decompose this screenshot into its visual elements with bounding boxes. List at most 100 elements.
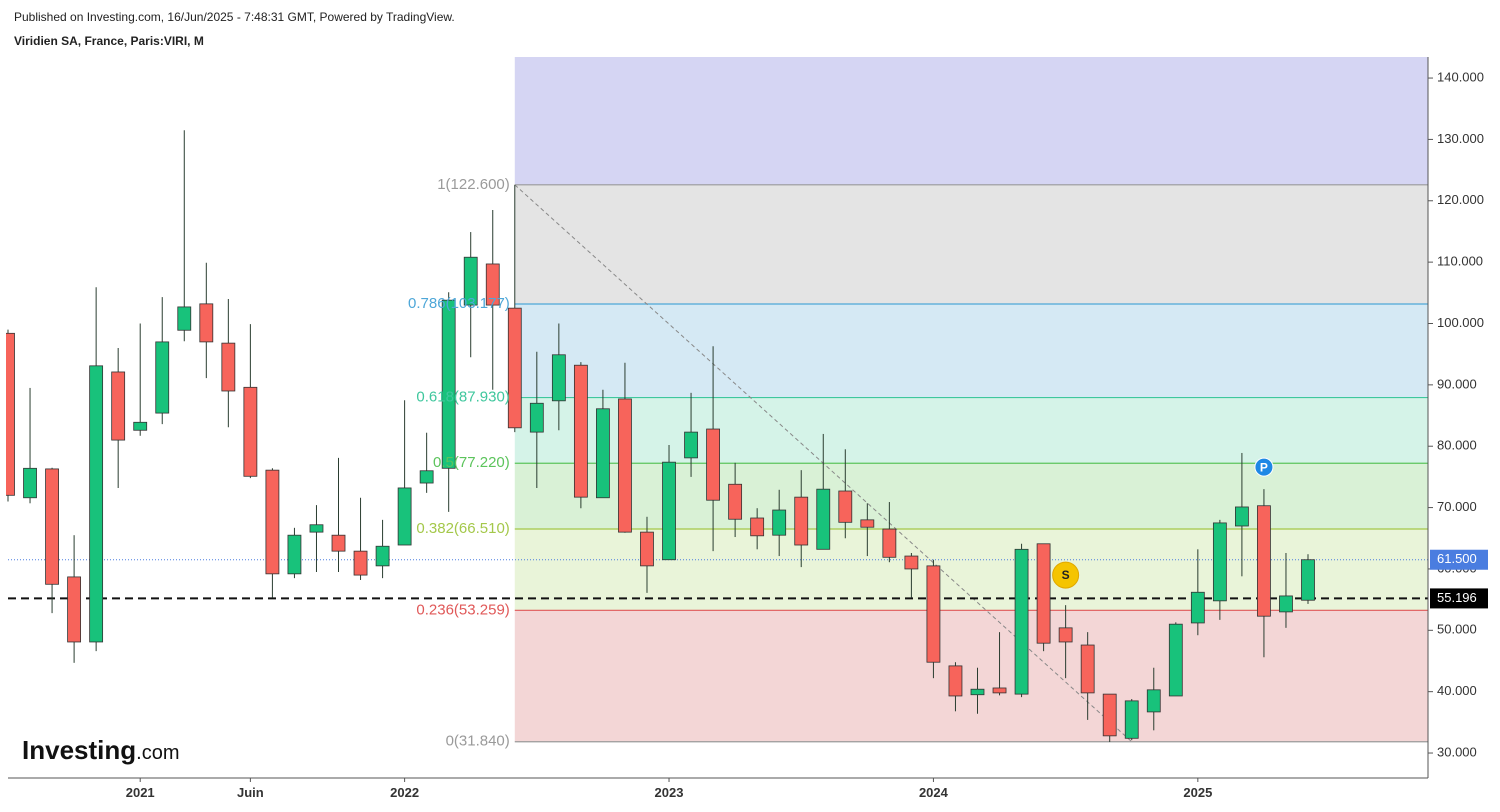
- last-price-badge-label: 61.500: [1437, 551, 1477, 566]
- fib-label: 1(122.600): [437, 176, 510, 193]
- fib-band: [514, 397, 1428, 464]
- x-tick-label: 2025: [1183, 785, 1212, 800]
- candle-body: [397, 487, 412, 546]
- candle-body: [221, 342, 236, 392]
- candle-body: [485, 263, 500, 306]
- x-tick-label: 2023: [655, 785, 684, 800]
- axes: 2021 Juin 2022 2023 2024 2025 30.000 40.000 50.0…: [126, 69, 1488, 800]
- candle-body: [948, 665, 963, 697]
- y-tick-label: 40.000: [1437, 683, 1477, 698]
- fib-band: [514, 463, 1428, 529]
- last-price-badge: [1430, 549, 1488, 570]
- y-tick-label: 130.000: [1437, 131, 1484, 146]
- fib-label: 0.236(53.259): [416, 601, 509, 618]
- candle-body: [640, 531, 654, 567]
- candle-body: [1235, 506, 1249, 527]
- x-tick-label: 2024: [919, 785, 949, 800]
- y-tick-label: 140.000: [1437, 69, 1484, 84]
- candle-body: [838, 490, 853, 523]
- candle-body: [882, 528, 897, 558]
- candle-body: [573, 364, 588, 498]
- candle-body: [551, 354, 566, 402]
- y-tick-label: 110.000: [1437, 254, 1483, 269]
- candle-body: [1102, 693, 1117, 737]
- candle-body: [375, 545, 390, 567]
- candle-body: [111, 371, 126, 441]
- candle-body: [177, 306, 192, 331]
- fib-band: [514, 610, 1428, 742]
- candle-body: [67, 576, 82, 643]
- candle-body: [353, 550, 368, 576]
- candle-body: [1058, 627, 1073, 643]
- marker: [1254, 457, 1274, 477]
- y-tick-label: 80.000: [1437, 438, 1477, 453]
- fib-band: [514, 303, 1428, 398]
- reference-badge: [1430, 588, 1488, 609]
- y-tick-label: 120.000: [1437, 192, 1484, 207]
- y-tick-label: 50.000: [1437, 622, 1477, 637]
- candle-body: [926, 565, 941, 663]
- candle-body: [1190, 591, 1205, 624]
- candle-body: [287, 534, 302, 575]
- candle-body: [89, 365, 104, 643]
- symbol-title: Viridien SA, France, Paris:VIRI, M: [14, 34, 204, 48]
- fib-label: 0(31.840): [446, 733, 510, 750]
- candle-body: [331, 534, 346, 552]
- fib-band: [514, 184, 1428, 304]
- logo-name: Investing: [22, 735, 136, 765]
- fib-label: 0.618(87.930): [416, 389, 509, 406]
- candle-body: [970, 688, 985, 696]
- candle-body: [309, 524, 324, 533]
- marker-label: S: [1062, 568, 1070, 582]
- y-tick-label: 70.000: [1437, 499, 1477, 514]
- candle-body: [155, 341, 170, 414]
- fib-label: 0.382(66.510): [416, 520, 509, 537]
- reference-badge-label: 55.196: [1437, 590, 1477, 605]
- plot-area: SP: [6, 57, 1428, 743]
- published-note: Published on Investing.com, 16/Jun/2025 …: [14, 10, 455, 24]
- candle-body: [772, 509, 787, 536]
- candle-body: [860, 519, 875, 528]
- logo-suffix: .com: [136, 742, 179, 764]
- candle-body: [199, 303, 214, 343]
- candle-body: [618, 398, 632, 533]
- fib-label: 0.786(103.177): [408, 295, 510, 312]
- candle-body: [1279, 595, 1293, 613]
- candle-body: [662, 461, 676, 561]
- candle-body: [992, 687, 1007, 694]
- marker: [1052, 561, 1080, 589]
- fib-band: [514, 57, 1428, 185]
- candle-body: [1036, 543, 1051, 644]
- candle-body: [1014, 548, 1029, 695]
- marker-label: P: [1260, 460, 1268, 474]
- fib-label: 0.5(77.220): [433, 454, 510, 471]
- y-tick-label: 100.000: [1437, 315, 1484, 330]
- candle-body: [706, 428, 720, 501]
- candle-body: [419, 470, 434, 484]
- x-tick-label: 2022: [390, 785, 419, 800]
- candle-body: [728, 483, 743, 520]
- candle-body: [904, 555, 919, 570]
- candle-body: [45, 468, 59, 585]
- candle-body: [1124, 700, 1139, 739]
- candle-body: [816, 488, 831, 550]
- candle-body: [1301, 559, 1315, 601]
- candle-body: [463, 256, 478, 306]
- candle-body: [6, 332, 15, 496]
- candle-body: [23, 467, 37, 499]
- candle-body: [441, 299, 456, 469]
- x-tick-label: 2021: [126, 785, 155, 800]
- logo: Investing.com: [22, 735, 179, 765]
- x-tick-label: Juin: [237, 785, 264, 800]
- y-tick-label: 30.000: [1437, 744, 1477, 759]
- candle-body: [1257, 505, 1271, 617]
- candle-body: [243, 386, 258, 477]
- candle-body: [1080, 644, 1095, 694]
- candle-body: [133, 421, 148, 431]
- candle-body: [684, 431, 698, 459]
- candle-body: [265, 469, 280, 575]
- candle-body: [1146, 689, 1161, 713]
- candle-body: [750, 517, 765, 537]
- candle-body: [507, 307, 522, 429]
